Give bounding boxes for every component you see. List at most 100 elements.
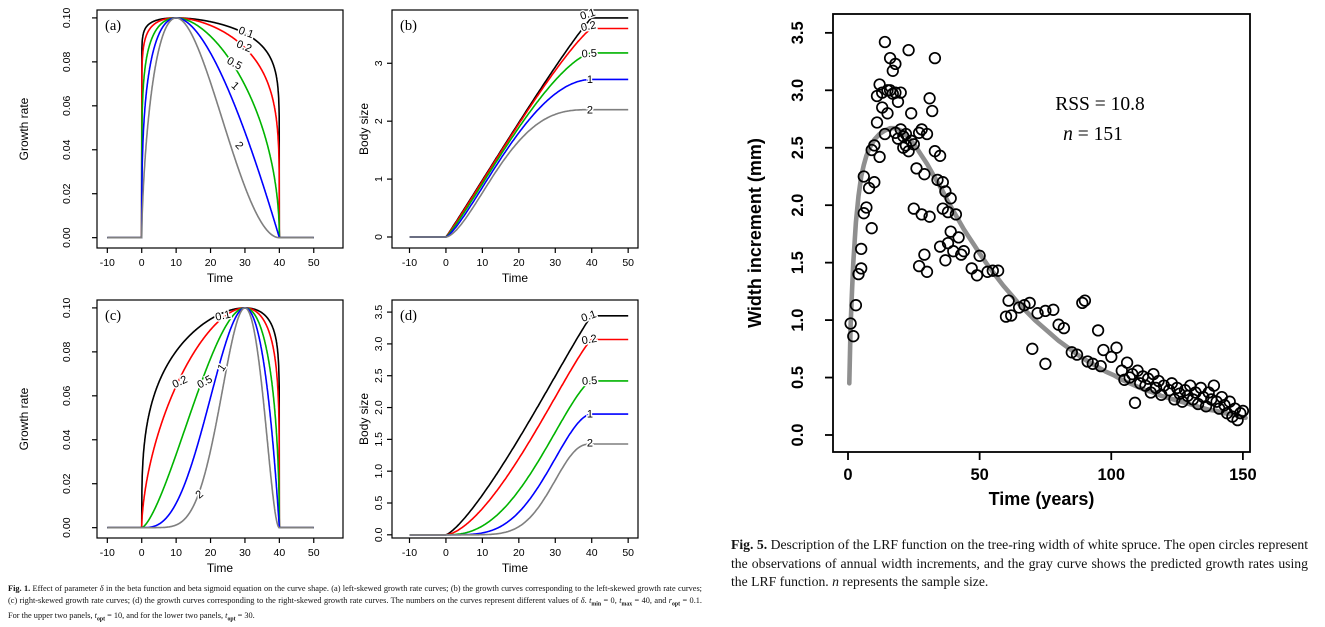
svg-text:30: 30: [239, 257, 251, 269]
svg-text:1.5: 1.5: [789, 251, 807, 274]
svg-text:1.0: 1.0: [789, 309, 807, 332]
svg-text:0.06: 0.06: [61, 95, 73, 116]
curve-delta-0.2: [106, 17, 315, 239]
svg-text:1: 1: [587, 408, 593, 420]
svg-text:0.04: 0.04: [61, 139, 73, 160]
chart-panel-c: -10 0 10 20 30 40 50 0.00 0.02 0.04 0.06 0.08 0.10 Ti…: [17, 298, 344, 575]
svg-text:0.02: 0.02: [61, 183, 73, 204]
svg-text:30: 30: [549, 257, 561, 269]
y-axis-label: Growth rate: [17, 97, 31, 160]
svg-text:50: 50: [308, 257, 320, 269]
curve-delta-1: [409, 78, 629, 238]
figure-1-caption: Fig. 1. Effect of parameter δ in the bet…: [8, 584, 703, 623]
curve-delta-1: [106, 17, 315, 239]
svg-text:0: 0: [373, 234, 385, 240]
x-axis-label: Time: [207, 561, 234, 575]
rss-annotation: RSS = 10.8 n = 151: [1055, 94, 1145, 145]
curve-delta-0.1: [409, 315, 629, 536]
svg-text:2.5: 2.5: [789, 136, 807, 159]
svg-text:1: 1: [373, 176, 385, 182]
svg-text:0: 0: [843, 466, 852, 484]
y-axis-label: Width increment (mm): [745, 138, 765, 328]
svg-text:0.2: 0.2: [580, 19, 597, 34]
svg-text:10: 10: [170, 257, 182, 269]
svg-text:0.2: 0.2: [171, 374, 190, 391]
svg-text:0.0: 0.0: [789, 424, 807, 447]
curve-delta-2: [409, 443, 629, 536]
y-axis: 0.00 0.02 0.04 0.06 0.08 0.10: [61, 298, 97, 538]
x-axis: 0 50 100 150: [843, 452, 1257, 484]
scatter-points: [844, 35, 1250, 427]
svg-text:2: 2: [587, 105, 593, 117]
svg-text:RSS = 10.8: RSS = 10.8: [1055, 94, 1145, 115]
curve-delta-0.5: [106, 17, 315, 239]
svg-text:0.10: 0.10: [61, 8, 73, 29]
y-axis-label: Body size: [357, 103, 371, 155]
svg-text:0.5: 0.5: [582, 375, 598, 388]
svg-text:0.2: 0.2: [581, 333, 598, 347]
y-axis: 0.0 0.5 1.0 1.5 2.0 2.5 3.0 3.5: [373, 305, 392, 542]
y-axis-label: Body size: [357, 393, 371, 445]
svg-text:0.00: 0.00: [61, 517, 73, 538]
y-axis: 0.0 0.5 1.0 1.5 2.0 2.5 3.0 3.5: [789, 21, 833, 446]
plot-box: [391, 299, 639, 539]
fig1-panel-a: -10 0 10 20 30 40 50 0.00 0.02 0.04 0.06 0.08 0.10 Ti…: [10, 0, 345, 295]
curve-delta-0.1: [106, 307, 315, 529]
svg-text:10: 10: [170, 547, 182, 559]
svg-text:0: 0: [443, 547, 449, 559]
svg-text:10: 10: [477, 547, 489, 559]
svg-text:1.5: 1.5: [373, 432, 385, 447]
x-axis-label: Time: [502, 271, 529, 285]
svg-text:3.0: 3.0: [789, 79, 807, 102]
svg-text:0.1: 0.1: [237, 25, 255, 42]
svg-text:20: 20: [513, 547, 525, 559]
svg-text:0.06: 0.06: [61, 385, 73, 406]
fig1-panel-c: -10 0 10 20 30 40 50 0.00 0.02 0.04 0.06 0.08 0.10 Ti…: [10, 290, 345, 585]
plot-box: [96, 299, 344, 539]
svg-text:30: 30: [239, 547, 251, 559]
chart-panel-d: -10 0 10 20 30 40 50 0.0 0.5 1.0 1.5 2.0 2.5 3.0 3.5 Ti…: [357, 299, 639, 575]
svg-text:0: 0: [443, 257, 449, 269]
svg-text:40: 40: [274, 547, 286, 559]
fig5-chart: 0 50 100 150 0.0 0.5 1.0 1.5 2.0 2.5 3.0 3.5 Time (y…: [730, 0, 1325, 540]
plot-box: [391, 9, 639, 249]
svg-text:0.5: 0.5: [373, 496, 385, 511]
fig1-panel-d: -10 0 10 20 30 40 50 0.0 0.5 1.0 1.5 2.0 2.5 3.0 3.5 Ti…: [352, 290, 687, 585]
svg-text:100: 100: [1097, 466, 1125, 484]
panel-letter: (a): [105, 18, 121, 34]
x-axis: -10 0 10 20 30 40 50: [402, 248, 634, 269]
svg-text:2: 2: [587, 438, 593, 450]
svg-text:0.5: 0.5: [581, 47, 597, 60]
svg-text:2: 2: [373, 118, 385, 124]
svg-text:150: 150: [1229, 466, 1257, 484]
svg-text:2.0: 2.0: [373, 400, 385, 415]
curve-labels: 0.10.20.512: [577, 5, 599, 118]
svg-text:0.1: 0.1: [580, 308, 598, 325]
curve-delta-1: [409, 413, 629, 536]
plot-box: [96, 9, 344, 249]
svg-text:50: 50: [622, 257, 634, 269]
curve-delta-0.2: [106, 307, 315, 529]
y-axis: 0 1 2 3: [373, 60, 392, 240]
svg-text:-10: -10: [100, 257, 115, 269]
svg-text:40: 40: [586, 257, 598, 269]
svg-text:3: 3: [373, 60, 385, 66]
curve-delta-0.1: [106, 17, 315, 239]
svg-text:30: 30: [549, 547, 561, 559]
fig1-panel-b: -10 0 10 20 30 40 50 0 1 2 3 Time Body size 0.1 0.2 0.5…: [352, 0, 687, 295]
lrf-fit-curve: [847, 125, 1248, 421]
svg-text:2: 2: [193, 488, 205, 501]
svg-text:0.10: 0.10: [61, 298, 73, 319]
svg-text:3.5: 3.5: [789, 21, 807, 44]
svg-text:n = 151: n = 151: [1063, 124, 1123, 145]
y-axis-label: Growth rate: [17, 387, 31, 450]
svg-text:40: 40: [274, 257, 286, 269]
x-axis-label: Time (years): [989, 489, 1095, 509]
svg-text:40: 40: [586, 547, 598, 559]
svg-text:2.5: 2.5: [373, 368, 385, 383]
svg-text:1: 1: [587, 74, 593, 86]
svg-text:-10: -10: [402, 547, 417, 559]
svg-text:50: 50: [308, 547, 320, 559]
